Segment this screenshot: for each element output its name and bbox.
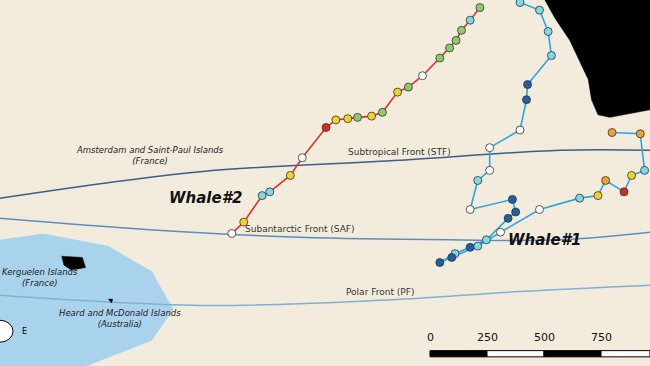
svg-text:0: 0 bbox=[427, 331, 434, 344]
svg-text:E: E bbox=[22, 327, 27, 336]
svg-text:500: 500 bbox=[534, 331, 555, 344]
svg-text:250: 250 bbox=[477, 331, 498, 344]
svg-text:750: 750 bbox=[591, 331, 612, 344]
svg-text:Whale#1: Whale#1 bbox=[508, 231, 582, 249]
svg-text:Subtropical Front (STF): Subtropical Front (STF) bbox=[348, 147, 451, 157]
svg-text:Heard and McDonald Islands(Aus: Heard and McDonald Islands(Australia) bbox=[59, 308, 181, 329]
svg-text:Whale#2: Whale#2 bbox=[169, 189, 243, 207]
svg-text:Subantarctic Front (SAF): Subantarctic Front (SAF) bbox=[245, 224, 355, 234]
svg-text:Polar Front (PF): Polar Front (PF) bbox=[346, 287, 414, 297]
svg-text:Amsterdam and Saint-Paul Islan: Amsterdam and Saint-Paul Islands(France) bbox=[76, 145, 224, 166]
svg-text:Kerguelen Islands(France): Kerguelen Islands(France) bbox=[2, 267, 78, 288]
